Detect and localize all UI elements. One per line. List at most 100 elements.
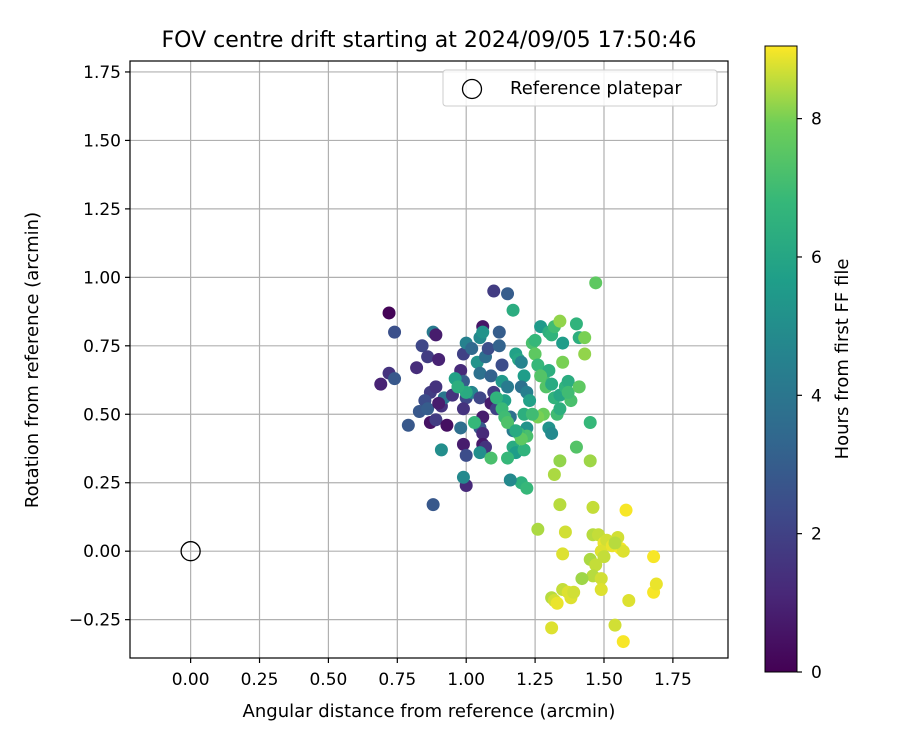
data-point [495,358,509,372]
data-point [583,415,597,429]
data-point [388,325,402,339]
reference-marker [180,541,201,562]
data-point [569,317,583,331]
data-point [501,451,515,465]
x-axis-label: Angular distance from reference (arcmin) [243,701,616,722]
data-point [553,314,567,328]
y-axis-label: Rotation from reference (arcmin) [22,212,43,508]
data-point [454,421,468,435]
data-point [567,585,581,599]
data-point [553,498,567,512]
x-tick-label: 0.25 [241,670,279,690]
x-tick-label: 1.00 [447,670,485,690]
y-tick-label: 1.25 [83,200,121,220]
data-point [492,339,506,353]
data-point [531,522,545,536]
data-point [578,331,592,345]
data-point [434,443,448,457]
data-point [459,448,473,462]
data-point [572,380,586,394]
data-point [421,350,435,364]
data-point [649,577,663,591]
data-point [619,503,633,517]
data-point [429,413,443,427]
data-point [476,426,490,440]
data-point [622,593,636,607]
data-point [556,355,570,369]
data-point [608,618,622,632]
data-point [589,276,603,290]
data-point [415,339,429,353]
data-point [616,635,630,649]
reference-point-icon [180,541,201,562]
data-point [440,418,454,432]
data-point [388,372,402,386]
data-point [569,440,583,454]
y-tick-label: 1.50 [83,131,121,151]
legend-marker-icon [461,78,483,100]
data-point [575,572,589,586]
data-point [583,454,597,468]
data-point [578,347,592,361]
data-point [456,402,470,416]
data-point [534,369,548,383]
data-point [514,355,528,369]
data-point [545,426,559,440]
data-point [550,596,564,610]
colorbar-tick-label: 2 [811,525,822,545]
data-point [501,415,515,429]
data-point [517,369,531,383]
y-tick-label: 0.75 [83,337,121,357]
x-tick-label: 1.50 [585,670,623,690]
data-point [545,377,559,391]
y-tick-label: 1.75 [83,63,121,83]
y-tick-label: 0.50 [83,405,121,425]
data-point [594,583,608,597]
y-tick-label: −0.25 [69,611,121,631]
x-tick-label: 0.50 [309,670,347,690]
data-point [484,451,498,465]
data-point [586,500,600,514]
data-point [556,336,570,350]
data-point [490,391,504,405]
x-tick-label: 0.75 [378,670,416,690]
legend-label: Reference platepar [510,78,682,99]
data-point [432,353,446,366]
data-point [426,498,440,512]
data-point [473,366,487,380]
data-point [429,328,443,342]
data-point [547,468,561,482]
x-tick-label: 1.25 [516,670,554,690]
data-point [528,347,542,361]
data-points [374,276,663,649]
data-point [465,342,479,356]
colorbar-tick-label: 4 [811,386,822,406]
data-point [561,385,575,399]
plot-frame [129,60,729,659]
colorbar-gradient [764,45,798,673]
data-point [531,358,545,372]
data-point [553,454,567,468]
data-point [456,437,470,451]
data-point [501,287,515,301]
data-point [597,550,611,564]
data-point [374,377,388,391]
data-point [616,544,630,558]
data-point [523,394,537,408]
data-point [492,325,506,339]
x-axis-ticks: 0.00 0.25 0.50 0.75 1.00 1.25 1.50 1.75 [172,658,692,690]
colorbar-tick-label: 6 [811,248,822,268]
data-point [451,380,465,394]
data-point [382,306,396,320]
colorbar-label: Hours from first FF file [832,259,853,460]
data-point [473,391,487,405]
data-point [410,361,424,375]
data-point [594,572,608,586]
data-point [503,473,517,487]
data-point [429,380,443,394]
data-point [545,621,559,635]
y-tick-label: 1.00 [83,268,121,288]
data-point [517,443,531,457]
y-tick-label: 0.25 [83,474,121,494]
